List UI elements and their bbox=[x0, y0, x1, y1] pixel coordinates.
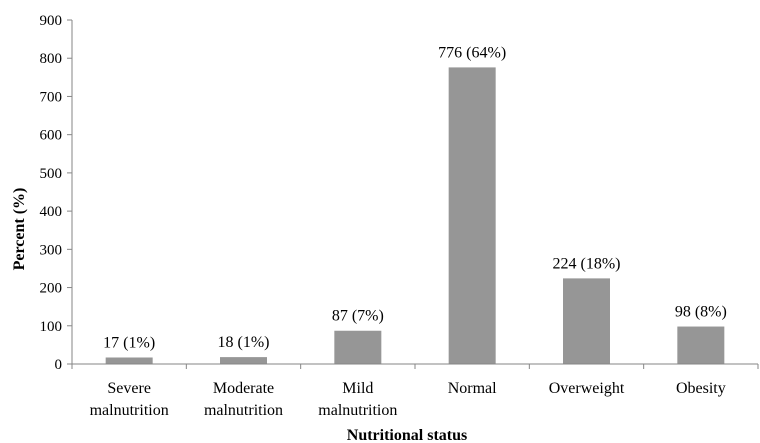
category-label: Mild malnutrition bbox=[318, 380, 397, 419]
data-label: 87 (7%) bbox=[332, 308, 384, 325]
y-axis-title: Percent (%) bbox=[11, 188, 28, 271]
category-label-line: malnutrition bbox=[90, 402, 169, 419]
y-tick-label: 100 bbox=[40, 319, 63, 335]
bar bbox=[677, 326, 725, 364]
y-tick-label: 300 bbox=[40, 242, 63, 258]
data-labels: 17 (1%) 18 (1%) 87 (7%) 776 (64%) 224 (18%) 9… bbox=[103, 44, 727, 351]
data-label: 17 (1%) bbox=[103, 335, 155, 352]
category-label-line: Severe bbox=[107, 380, 151, 397]
data-label: 776 (64%) bbox=[438, 44, 506, 61]
y-tick-label: 600 bbox=[40, 128, 63, 144]
category-label: Normal bbox=[448, 380, 497, 397]
y-axis-ticks: 0 100 200 300 400 500 600 700 800 900 bbox=[40, 13, 72, 373]
bars bbox=[105, 67, 725, 364]
y-tick-label: 400 bbox=[40, 204, 63, 220]
category-label: Moderate malnutrition bbox=[204, 380, 283, 419]
category-label-line: Overweight bbox=[549, 380, 625, 397]
bar bbox=[105, 357, 153, 364]
category-label-line: Normal bbox=[448, 380, 497, 397]
category-label: Severe malnutrition bbox=[90, 380, 169, 419]
data-label: 18 (1%) bbox=[218, 334, 270, 351]
category-label-line: malnutrition bbox=[318, 402, 397, 419]
bar bbox=[563, 278, 610, 364]
bar bbox=[334, 330, 382, 364]
bar bbox=[448, 67, 496, 364]
data-label: 98 (8%) bbox=[675, 304, 727, 321]
y-tick-label: 200 bbox=[40, 281, 63, 297]
category-label: Overweight bbox=[549, 380, 625, 397]
category-label-line: Moderate bbox=[213, 380, 274, 397]
y-tick-label: 800 bbox=[40, 51, 63, 67]
bar bbox=[220, 357, 267, 364]
category-label-line: Obesity bbox=[676, 380, 726, 397]
y-tick-label: 0 bbox=[55, 357, 63, 373]
category-label: Obesity bbox=[676, 380, 726, 397]
category-label-line: malnutrition bbox=[204, 402, 283, 419]
y-tick-label: 700 bbox=[40, 89, 63, 105]
category-label-line: Mild bbox=[342, 380, 373, 397]
y-tick-label: 500 bbox=[40, 166, 63, 182]
x-axis-title: Nutritional status bbox=[347, 427, 467, 443]
data-label: 224 (18%) bbox=[553, 255, 621, 272]
y-tick-label: 900 bbox=[40, 13, 63, 29]
